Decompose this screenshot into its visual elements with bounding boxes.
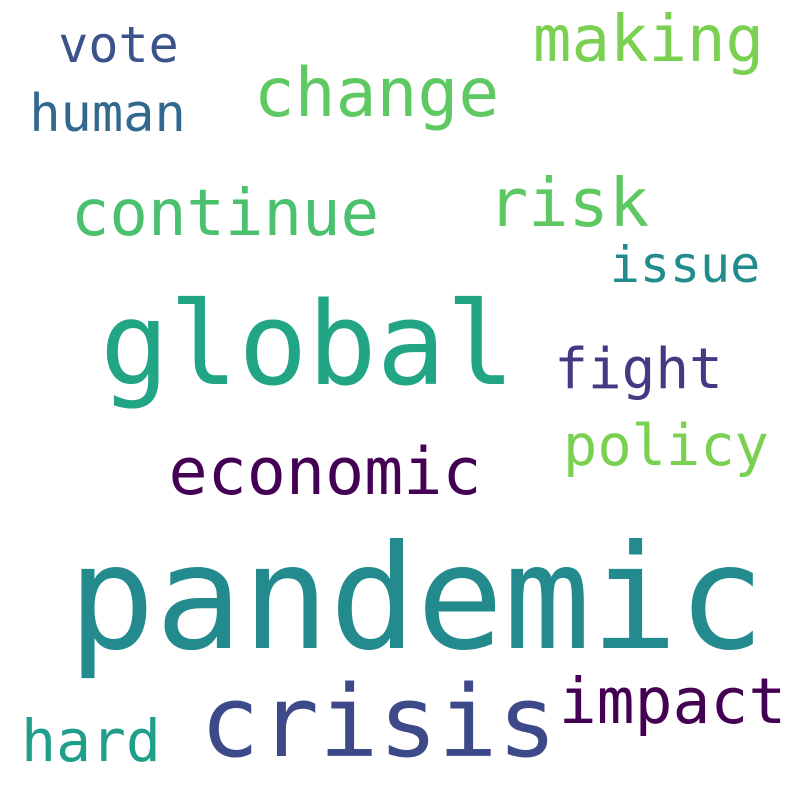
word-risk: risk xyxy=(487,164,650,242)
word-hard: hard xyxy=(21,707,161,775)
word-vote: vote xyxy=(58,16,179,74)
word-pandemic: pandemic xyxy=(68,514,765,683)
word-change: change xyxy=(253,54,500,133)
word-making: making xyxy=(532,3,765,77)
word-crisis: crisis xyxy=(200,665,557,781)
word-global: global xyxy=(100,277,515,412)
word-economic: economic xyxy=(168,435,482,510)
word-issue: issue xyxy=(609,236,761,294)
word-impact: impact xyxy=(558,665,787,738)
word-continue: continue xyxy=(70,177,380,251)
word-human: human xyxy=(29,84,186,144)
word-policy: policy xyxy=(563,413,769,479)
word-fight: fight xyxy=(554,337,723,402)
